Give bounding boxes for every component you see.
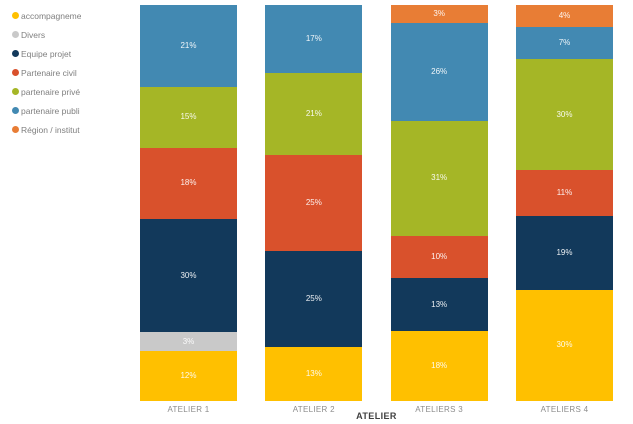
bar-segment[interactable]: 13% xyxy=(390,278,488,331)
legend-item[interactable]: partenaire publi xyxy=(12,101,81,120)
segment-value-label: 26% xyxy=(431,67,448,77)
legend-item[interactable]: accompagneme xyxy=(12,6,81,25)
segment-value-label: 19% xyxy=(556,247,573,257)
bar-column: 18% 13% 10% 31% 26% 3% ATELIERS 3 xyxy=(390,5,488,417)
legend-color-dot-icon xyxy=(12,12,19,19)
bar-segment[interactable]: 25% xyxy=(265,154,363,252)
segment-value-label: 15% xyxy=(180,112,197,122)
segment-value-label: 21% xyxy=(305,108,322,118)
bar-segment[interactable]: 15% xyxy=(140,86,237,148)
bar-columns: 12% 3% 30% 18% 15% 21% ATELIER 1 13% 25% 25% 21% 17… xyxy=(140,4,613,417)
bar-segment[interactable]: 17% xyxy=(265,4,363,73)
bar-segment[interactable]: 11% xyxy=(515,170,613,217)
legend-item[interactable]: partenaire privé xyxy=(12,82,81,101)
legend-item-label: partenaire privé xyxy=(21,86,81,97)
bar-segment[interactable]: 13% xyxy=(265,347,363,401)
segment-value-label: 18% xyxy=(431,360,448,370)
segment-value-label: 12% xyxy=(180,370,197,380)
bar-segment[interactable]: 7% xyxy=(515,26,613,59)
segment-value-label: 18% xyxy=(180,178,197,188)
legend-color-dot-icon xyxy=(12,31,19,38)
x-axis-category-label: ATELIER 1 xyxy=(167,404,210,414)
segment-value-label: 7% xyxy=(558,37,571,47)
segment-value-label: 13% xyxy=(305,369,322,379)
bar-segment[interactable]: 26% xyxy=(390,23,488,121)
segment-value-label: 31% xyxy=(431,173,448,183)
legend-item-label: Partenaire civil xyxy=(21,67,77,78)
segment-value-label: 25% xyxy=(305,197,322,207)
bar-segment[interactable]: 12% xyxy=(140,350,237,401)
segment-value-label: 13% xyxy=(431,299,448,309)
bar-segment[interactable]: 3% xyxy=(390,5,488,24)
segment-value-label: 30% xyxy=(556,340,573,350)
chart-legend: accompagneme Divers Equipe projet Partenair… xyxy=(12,6,81,139)
segment-value-label: 25% xyxy=(305,294,322,304)
segment-value-label: 30% xyxy=(180,270,197,280)
legend-item-label: partenaire publi xyxy=(21,105,80,116)
segment-value-label: 30% xyxy=(556,109,573,119)
legend-item-label: accompagneme xyxy=(21,10,82,21)
segment-value-label: 11% xyxy=(556,188,573,198)
legend-item[interactable]: Divers xyxy=(12,25,81,44)
stacked-bar: 30% 19% 11% 30% 7% 4% xyxy=(515,5,613,401)
legend-item[interactable]: Partenaire civil xyxy=(12,63,81,82)
bar-segment[interactable]: 30% xyxy=(515,289,613,401)
bar-segment[interactable]: 30% xyxy=(140,218,237,333)
stacked-bar: 12% 3% 30% 18% 15% 21% xyxy=(140,5,237,401)
legend-item-label: Divers xyxy=(21,29,46,40)
legend-color-dot-icon xyxy=(12,107,19,114)
legend-item-label: Equipe projet xyxy=(21,48,72,59)
legend-item[interactable]: Equipe projet xyxy=(12,44,81,63)
legend-item-label: Région / institut xyxy=(21,124,80,135)
segment-value-label: 3% xyxy=(182,336,195,346)
bar-segment[interactable]: 3% xyxy=(140,332,237,351)
bar-segment[interactable]: 18% xyxy=(390,330,488,401)
legend-color-dot-icon xyxy=(12,126,19,133)
legend-color-dot-icon xyxy=(12,50,19,57)
segment-value-label: 21% xyxy=(180,40,197,50)
bar-column: 12% 3% 30% 18% 15% 21% ATELIER 1 xyxy=(140,5,237,417)
stacked-bar: 18% 13% 10% 31% 26% 3% xyxy=(390,5,488,401)
segment-value-label: 4% xyxy=(558,10,571,20)
legend-color-dot-icon xyxy=(12,88,19,95)
x-axis-category-label: ATELIERS 3 xyxy=(415,404,464,414)
stacked-bar-plot: 12% 3% 30% 18% 15% 21% ATELIER 1 13% 25% 25% 21% 17… xyxy=(140,4,613,417)
segment-value-label: 3% xyxy=(433,9,445,19)
bar-segment[interactable]: 21% xyxy=(265,72,363,155)
stacked-bar: 13% 25% 25% 21% 17% xyxy=(265,4,363,401)
bar-segment[interactable]: 18% xyxy=(140,147,237,219)
bar-segment[interactable]: 25% xyxy=(265,251,363,348)
bar-segment[interactable]: 10% xyxy=(390,235,488,279)
legend-item[interactable]: Région / institut xyxy=(12,120,81,139)
bar-segment[interactable]: 31% xyxy=(390,120,488,236)
segment-value-label: 10% xyxy=(431,251,448,261)
legend-color-dot-icon xyxy=(12,69,19,76)
x-axis-title: ATELIER xyxy=(356,411,397,421)
bar-segment[interactable]: 21% xyxy=(140,5,237,87)
segment-value-label: 17% xyxy=(305,33,322,43)
x-axis-category-label: ATELIER 2 xyxy=(292,404,335,414)
x-axis-category-label: ATELIERS 4 xyxy=(540,404,589,414)
bar-segment[interactable]: 4% xyxy=(515,5,613,27)
bar-column: 30% 19% 11% 30% 7% 4% ATELIERS 4 xyxy=(515,5,613,417)
bar-segment[interactable]: 19% xyxy=(515,216,613,290)
bar-segment[interactable]: 30% xyxy=(515,58,613,171)
bar-column: 13% 25% 25% 21% 17% ATELIER 2 xyxy=(265,4,363,417)
